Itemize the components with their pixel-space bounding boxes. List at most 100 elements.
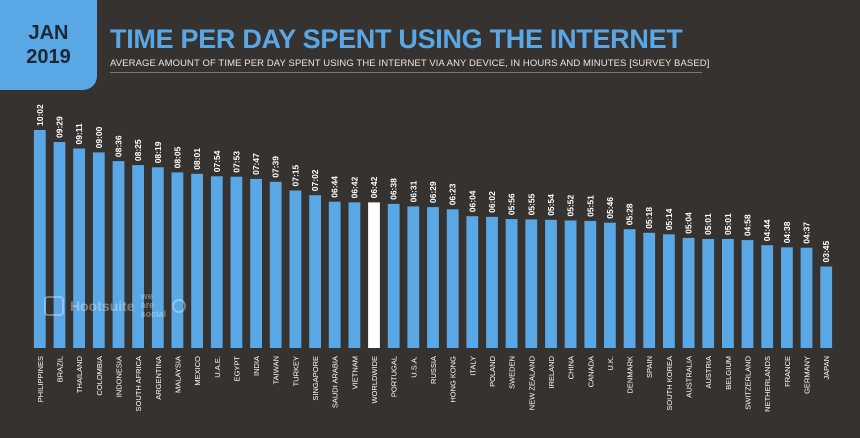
hootsuite-logo-icon [44,295,64,316]
bar-mexico [191,173,203,348]
bar-singapore [309,195,321,348]
value-label: 05:55 [526,193,536,215]
category-label: IRELAND [547,355,556,388]
value-label: 05:52 [566,194,576,216]
category-label: WORLDWIDE [370,356,379,404]
category-label: MALAYSIA [173,356,182,393]
bar-russia [427,207,439,348]
bar-italy [466,216,479,348]
value-label: 06:42 [349,176,359,198]
bar-u-s-a- [407,206,420,348]
value-label: 04:37 [802,222,812,244]
category-label: U.A.E. [213,356,222,378]
category-label: U.K. [606,356,615,371]
bar-germany [800,247,813,348]
category-label: FRANCE [783,356,792,387]
bar-south-korea [663,234,675,348]
category-label: SINGAPORE [311,356,320,401]
bar-brazil [53,142,66,348]
category-label: PHILIPPINES [36,356,45,402]
category-label: PORTUGAL [390,356,399,397]
bar-argentina [151,167,164,348]
category-label: EGYPT [232,356,241,382]
value-label: 06:31 [408,180,418,202]
value-label: 07:39 [271,156,281,178]
category-label: THAILAND [75,355,84,393]
value-label: 06:23 [448,183,458,205]
value-label: 05:51 [585,195,595,217]
bar-south-africa [132,165,144,348]
category-label: SWITZERLAND [744,355,753,409]
value-label: 05:18 [644,207,654,229]
bar-portugal [387,203,400,348]
category-label: DENMARK [626,356,635,394]
value-label: 06:29 [428,181,438,203]
badge-month: JAN [28,22,69,44]
category-label: BELGIUM [724,356,733,390]
bar-china [564,220,577,348]
bar-u-a-e- [210,176,223,348]
date-badge: JAN 2019 [0,0,97,90]
value-label: 09:00 [94,126,104,148]
value-label: 08:19 [153,141,163,163]
value-label: 04:38 [782,221,792,243]
bar-indonesia [112,161,125,348]
category-label: TURKEY [291,356,300,386]
value-label: 09:29 [55,116,65,138]
bar-saudi-arabia [328,201,341,348]
value-label: 06:38 [389,178,399,200]
category-label: HONG KONG [449,356,458,403]
value-label: 05:01 [723,213,733,235]
bar-belgium [722,239,734,348]
bar-taiwan [269,181,282,348]
bar-austria [702,239,715,348]
bar-turkey [289,190,302,348]
bar-colombia [92,152,105,348]
value-label: 04:58 [743,214,753,236]
value-label: 05:28 [625,203,635,225]
category-label: CHINA [567,356,576,379]
bar-thailand [73,148,85,348]
chart-subtitle: AVERAGE AMOUNT OF TIME PER DAY SPENT USI… [110,58,710,69]
category-label: COLOMBIA [95,356,104,396]
value-label: 07:54 [212,150,222,172]
value-label: 07:47 [251,153,261,175]
category-label: NETHERLANDS [763,356,772,412]
bar-france [781,247,793,348]
bar-spain [643,232,656,348]
value-label: 05:46 [605,197,615,219]
value-label: 06:04 [467,190,477,212]
bar-sweden [505,219,518,348]
category-label: SPAIN [645,356,654,378]
category-label: SAUDI ARABIA [331,356,340,408]
value-label: 10:02 [35,104,45,126]
value-label: 04:44 [762,219,772,241]
category-label: U.S.A. [409,356,418,378]
bar-vietnam [348,202,361,348]
bar-switzerland [741,240,754,348]
header-divider [110,72,702,73]
globalwebindex-logo-icon [172,298,187,313]
category-label: MEXICO [193,356,202,386]
category-label: TAIWAN [272,356,281,384]
bar-ireland [545,219,557,348]
bar-worldwide [368,202,380,348]
category-label: GERMANY [803,356,812,394]
bar-poland [486,216,498,348]
bar-malaysia [171,172,184,348]
category-label: NEW ZEALAND [527,355,536,410]
value-label: 06:44 [330,176,340,198]
bar-denmark [623,229,636,348]
badge-year: 2019 [26,46,71,68]
watermark-wearesocial: we are social [140,291,167,319]
bar-japan [820,266,833,348]
value-label: 05:54 [546,194,556,216]
category-label: SOUTH KOREA [665,356,674,411]
value-label: 05:56 [507,193,517,215]
value-label: 09:11 [74,123,84,145]
category-label: AUSTRIA [704,356,713,389]
bar-hong-kong [446,209,459,348]
category-label: INDONESIA [115,356,124,397]
value-label: 05:14 [664,208,674,230]
